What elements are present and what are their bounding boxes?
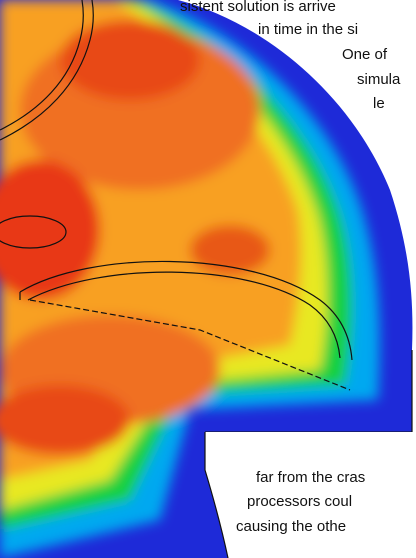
- text-line: in time in the si: [258, 21, 358, 39]
- text-line: One of: [342, 46, 387, 64]
- text-line: le: [373, 95, 385, 113]
- text-line: sistent solution is arrive: [180, 0, 336, 16]
- page: sistent solution is arrive in time in th…: [0, 0, 416, 558]
- text-line: processors coul: [247, 493, 352, 511]
- text-line: simula: [357, 71, 400, 89]
- text-line: causing the othe: [236, 518, 346, 536]
- text-line: far from the cras: [256, 469, 365, 487]
